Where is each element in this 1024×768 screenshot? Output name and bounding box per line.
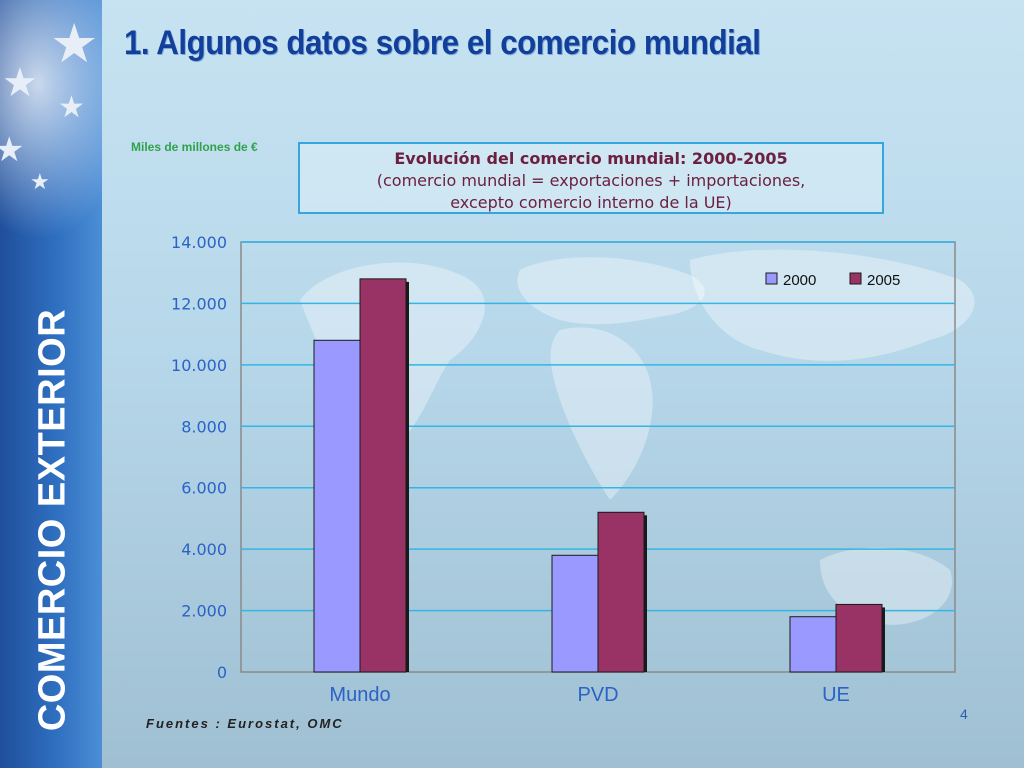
plot-area: 0 2.000 4.000 6.000 8.000 10.000 12.000 14.000 M… (171, 233, 956, 706)
bar (551, 554, 599, 673)
x-category-label: PVD (577, 684, 618, 706)
bar (313, 339, 361, 673)
chart-title: Evolución del comercio mundial: 2000-200… (394, 149, 788, 168)
source-note: Fuentes : Eurostat, OMC (146, 716, 344, 731)
legend-swatch (765, 272, 778, 285)
sidebar-band: ★ ★ ★ ★ ★ COMERCIO EXTERIOR (0, 0, 102, 768)
chart-subtitle-line2: excepto comercio interno de la UE) (450, 193, 732, 212)
star-icon: ★ (30, 170, 50, 195)
star-icon: ★ (0, 130, 25, 170)
unit-label: Miles de millones de € (131, 140, 258, 154)
chart-title-box: Evolución del comercio mundial: 2000-200… (298, 142, 884, 214)
y-tick-label: 4.000 (181, 540, 227, 559)
x-category-label: Mundo (329, 684, 390, 706)
y-tick-label: 6.000 (181, 479, 227, 498)
star-icon: ★ (58, 90, 85, 125)
y-tick-label: 2.000 (181, 602, 227, 621)
y-tick-label: 0 (217, 663, 227, 682)
star-icon: ★ (50, 12, 99, 75)
star-icon: ★ (2, 60, 38, 106)
page-number: 4 (960, 706, 968, 722)
x-category-label: UE (822, 684, 850, 706)
legend-label: 2000 (783, 272, 816, 289)
y-tick-label: 8.000 (181, 417, 227, 436)
y-tick-label: 12.000 (171, 294, 227, 313)
y-tick-label: 14.000 (171, 233, 227, 252)
bar (789, 616, 837, 673)
bar (835, 603, 883, 673)
bar (597, 511, 645, 673)
legend-swatch (849, 272, 862, 285)
bar (359, 278, 407, 673)
slide-title: 1. Algunos datos sobre el comercio mundi… (124, 24, 761, 62)
y-tick-label: 10.000 (171, 356, 227, 375)
sidebar-glow (0, 0, 102, 240)
chart-subtitle-line1: (comercio mundial = exportaciones + impo… (376, 171, 806, 190)
legend-label: 2005 (867, 272, 900, 289)
